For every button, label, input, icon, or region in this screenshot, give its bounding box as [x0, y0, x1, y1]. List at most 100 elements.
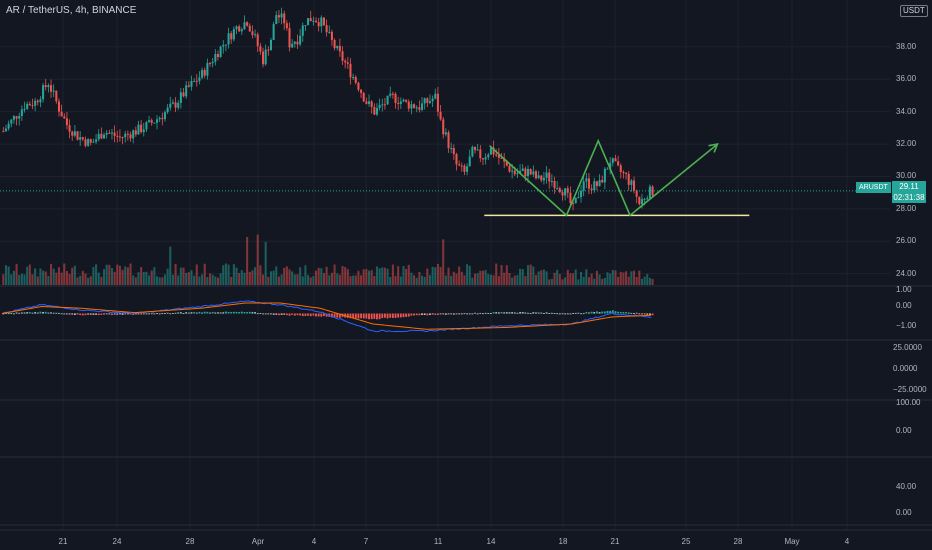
- volume-bar: [52, 268, 55, 285]
- candle: [243, 22, 246, 30]
- macd-histogram-bar: [606, 310, 609, 314]
- volume-bar: [182, 267, 185, 285]
- candle: [638, 196, 641, 205]
- macd-histogram-bar: [452, 313, 455, 315]
- volume-bar: [214, 276, 217, 285]
- macd-histogram-bar: [437, 313, 439, 316]
- macd-histogram-bar: [203, 311, 206, 314]
- macd-histogram-bar: [391, 313, 394, 318]
- macd-histogram-bar: [172, 313, 174, 314]
- volume-bar: [267, 276, 270, 285]
- macd-histogram-bar: [264, 313, 267, 315]
- macd-histogram-bar: [585, 312, 588, 314]
- time-axis-label: 24: [112, 537, 122, 546]
- candle: [572, 203, 575, 205]
- candle: [386, 95, 389, 105]
- macd-pane[interactable]: [1, 300, 654, 333]
- volume-bar: [42, 270, 45, 285]
- candle: [513, 170, 516, 175]
- macd-histogram-bar: [352, 313, 355, 319]
- macd-histogram-bar: [18, 312, 21, 314]
- macd-histogram-bar: [225, 311, 227, 314]
- volume-bar: [373, 276, 376, 285]
- volume-bar: [648, 277, 651, 285]
- candle: [42, 85, 45, 100]
- candle: [622, 172, 625, 174]
- candle: [426, 98, 429, 103]
- volume-bar: [317, 267, 320, 285]
- volume-bar: [118, 265, 121, 285]
- volume-bar: [357, 270, 360, 285]
- macd-histogram-bar: [426, 313, 429, 316]
- currency-label[interactable]: USDT: [900, 5, 928, 17]
- price-axis-label: 34.00: [896, 106, 917, 116]
- macd-histogram-bar: [442, 313, 445, 315]
- indicator-axis-label: 100.00: [896, 398, 921, 407]
- volume-bar: [397, 266, 400, 285]
- volume-bar: [439, 266, 442, 285]
- volume-bar: [185, 272, 188, 285]
- volume-bar: [431, 266, 434, 285]
- volume-bar: [288, 269, 291, 285]
- macd-histogram-bar: [164, 313, 166, 315]
- candle: [97, 133, 100, 140]
- candle: [209, 63, 212, 65]
- macd-histogram-bar: [309, 313, 312, 317]
- macd-histogram-bar: [490, 313, 492, 314]
- macd-histogram-bar: [134, 313, 137, 315]
- macd-histogram-bar: [649, 313, 651, 315]
- candle: [248, 25, 251, 32]
- macd-histogram-bar: [325, 313, 328, 317]
- volume-bar: [460, 271, 463, 285]
- volume-bar: [142, 272, 145, 285]
- macd-histogram-bar: [357, 313, 360, 319]
- volume-bar: [333, 264, 336, 285]
- volume-bar: [336, 273, 339, 285]
- macd-histogram-bar: [177, 312, 180, 314]
- candlestick-series[interactable]: [2, 7, 654, 211]
- candle: [548, 172, 551, 182]
- macd-histogram-bar: [47, 312, 50, 314]
- candle: [317, 22, 320, 27]
- macd-histogram-bar: [15, 312, 18, 314]
- candle: [201, 70, 204, 78]
- symbol-title[interactable]: AR / TetherUS, 4h, BINANCE: [6, 5, 137, 16]
- macd-histogram-bar: [185, 312, 188, 314]
- volume-bar: [630, 271, 633, 285]
- candle: [529, 168, 532, 175]
- candle: [182, 92, 185, 97]
- volume-bar: [50, 263, 53, 285]
- volume-bar: [76, 277, 79, 285]
- volume-bar: [442, 239, 445, 285]
- volume-bar: [81, 270, 84, 285]
- volume-bar: [10, 274, 13, 285]
- volume-bar: [436, 263, 439, 285]
- volume-bar: [577, 279, 580, 285]
- macd-histogram-bar: [497, 312, 500, 314]
- candle: [153, 122, 156, 124]
- candle: [330, 31, 333, 41]
- candle: [177, 102, 180, 108]
- candle: [124, 133, 127, 138]
- candle: [564, 188, 567, 196]
- macd-histogram-bar: [248, 311, 251, 314]
- macd-histogram-bar: [429, 313, 431, 315]
- candle: [471, 146, 474, 157]
- volume-bar: [466, 264, 469, 285]
- volume-bar: [434, 267, 437, 285]
- macd-histogram-bar: [320, 313, 323, 317]
- pattern-drawings[interactable]: [484, 138, 750, 217]
- time-axis-label: Apr: [251, 537, 265, 546]
- macd-histogram-bar: [108, 313, 111, 315]
- candle: [174, 102, 177, 108]
- candle: [365, 101, 368, 104]
- volume-bar: [479, 270, 482, 285]
- candle: [580, 190, 583, 198]
- volume-bar: [209, 273, 212, 285]
- macd-histogram-bar: [598, 312, 601, 314]
- macd-histogram-bar: [492, 312, 495, 314]
- macd-histogram-bar: [105, 313, 108, 315]
- macd-histogram-bar: [474, 312, 476, 314]
- candle: [285, 23, 288, 29]
